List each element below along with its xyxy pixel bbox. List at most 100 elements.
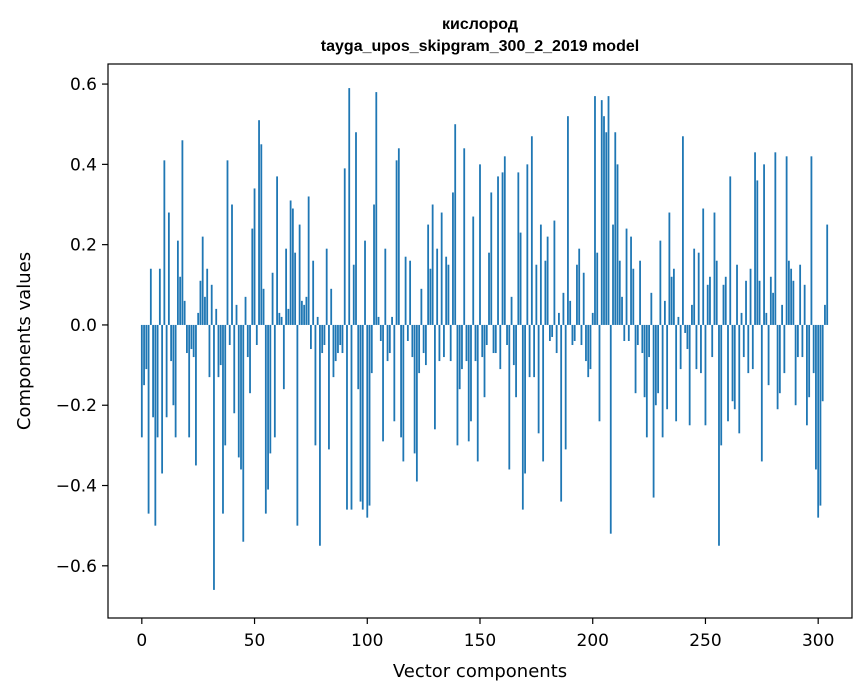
bar-107 xyxy=(382,324,384,442)
bar-16 xyxy=(176,240,179,325)
bar-81 xyxy=(323,324,326,346)
bar-220 xyxy=(636,324,639,346)
bar-116 xyxy=(402,324,405,462)
bar-147 xyxy=(472,216,475,325)
bar-40 xyxy=(231,204,233,325)
y-tick-label: −0.6 xyxy=(56,557,97,577)
bar-12 xyxy=(167,212,170,325)
bar-62 xyxy=(280,316,283,325)
bar-189 xyxy=(567,116,569,325)
bar-297 xyxy=(810,156,813,325)
bar-271 xyxy=(751,324,754,370)
bar-207 xyxy=(607,96,610,325)
bar-161 xyxy=(503,156,506,325)
bar-138 xyxy=(452,192,454,325)
bar-58 xyxy=(271,272,274,325)
bar-275 xyxy=(760,324,763,462)
bar-273 xyxy=(756,180,759,325)
bar-49 xyxy=(251,228,254,325)
bar-103 xyxy=(373,204,375,325)
bar-249 xyxy=(702,208,705,325)
bar-222 xyxy=(641,324,644,354)
bar-237 xyxy=(675,324,678,422)
bar-3 xyxy=(147,324,150,514)
bar-187 xyxy=(562,292,565,325)
bar-185 xyxy=(558,312,560,325)
bar-301 xyxy=(819,324,822,506)
bar-75 xyxy=(310,324,312,350)
bar-252 xyxy=(709,276,711,325)
bar-37 xyxy=(224,324,227,446)
bar-41 xyxy=(233,324,236,414)
y-tick-label: 0.0 xyxy=(70,316,97,336)
bar-188 xyxy=(564,324,567,450)
bar-110 xyxy=(388,324,391,354)
bar-98 xyxy=(361,324,364,510)
bar-251 xyxy=(706,284,709,325)
bar-79 xyxy=(319,324,321,546)
bar-284 xyxy=(781,304,784,325)
bar-238 xyxy=(677,316,680,325)
bar-125 xyxy=(422,324,425,354)
bar-50 xyxy=(253,188,256,325)
bar-52 xyxy=(258,120,260,325)
bar-233 xyxy=(666,324,669,410)
bar-224 xyxy=(645,324,648,438)
x-tick-label: 150 xyxy=(464,631,496,651)
bar-134 xyxy=(443,324,445,358)
bar-199 xyxy=(589,324,592,370)
bar-190 xyxy=(569,300,572,325)
bar-22 xyxy=(190,324,193,350)
bar-135 xyxy=(445,256,448,325)
x-axis: 0 50 100 150 200 250 300 xyxy=(136,618,834,651)
bar-265 xyxy=(738,324,741,434)
bar-129 xyxy=(431,204,434,325)
bar-95 xyxy=(355,132,357,325)
bar-255 xyxy=(715,260,718,325)
bar-267 xyxy=(742,324,745,358)
bar-151 xyxy=(481,324,484,358)
bar-119 xyxy=(409,260,412,325)
bar-128 xyxy=(429,268,432,325)
bar-216 xyxy=(627,324,630,341)
bar-14 xyxy=(172,324,175,406)
bar-232 xyxy=(663,300,666,325)
bar-293 xyxy=(801,324,804,358)
bar-122 xyxy=(415,324,418,482)
bar-56 xyxy=(267,324,269,490)
bar-146 xyxy=(470,324,472,422)
bar-165 xyxy=(512,324,515,366)
bar-48 xyxy=(249,324,251,394)
bar-152 xyxy=(483,324,486,398)
bar-225 xyxy=(648,324,650,358)
bar-258 xyxy=(722,284,725,325)
bar-85 xyxy=(332,324,335,378)
bar-8 xyxy=(158,268,161,325)
bar-173 xyxy=(530,136,533,325)
bar-242 xyxy=(686,324,689,350)
bar-57 xyxy=(269,324,272,454)
bar-159 xyxy=(499,324,502,370)
bar-23 xyxy=(192,324,195,358)
bar-170 xyxy=(524,324,526,474)
bar-36 xyxy=(222,324,224,514)
bar-198 xyxy=(587,324,590,378)
bar-86 xyxy=(334,324,337,362)
bar-217 xyxy=(630,236,632,325)
bar-186 xyxy=(560,324,563,502)
bar-133 xyxy=(440,212,443,325)
bar-157 xyxy=(494,324,497,354)
bar-93 xyxy=(350,324,353,510)
bar-28 xyxy=(204,296,206,325)
bar-181 xyxy=(548,324,551,341)
bar-285 xyxy=(783,324,786,374)
bar-171 xyxy=(526,164,529,325)
bar-94 xyxy=(352,264,355,325)
bar-247 xyxy=(697,252,700,325)
bar-19 xyxy=(183,300,186,325)
bar-77 xyxy=(314,324,317,446)
x-tick-label: 0 xyxy=(136,631,147,651)
bar-0 xyxy=(140,324,143,438)
bar-72 xyxy=(303,304,306,325)
bar-91 xyxy=(346,324,348,510)
